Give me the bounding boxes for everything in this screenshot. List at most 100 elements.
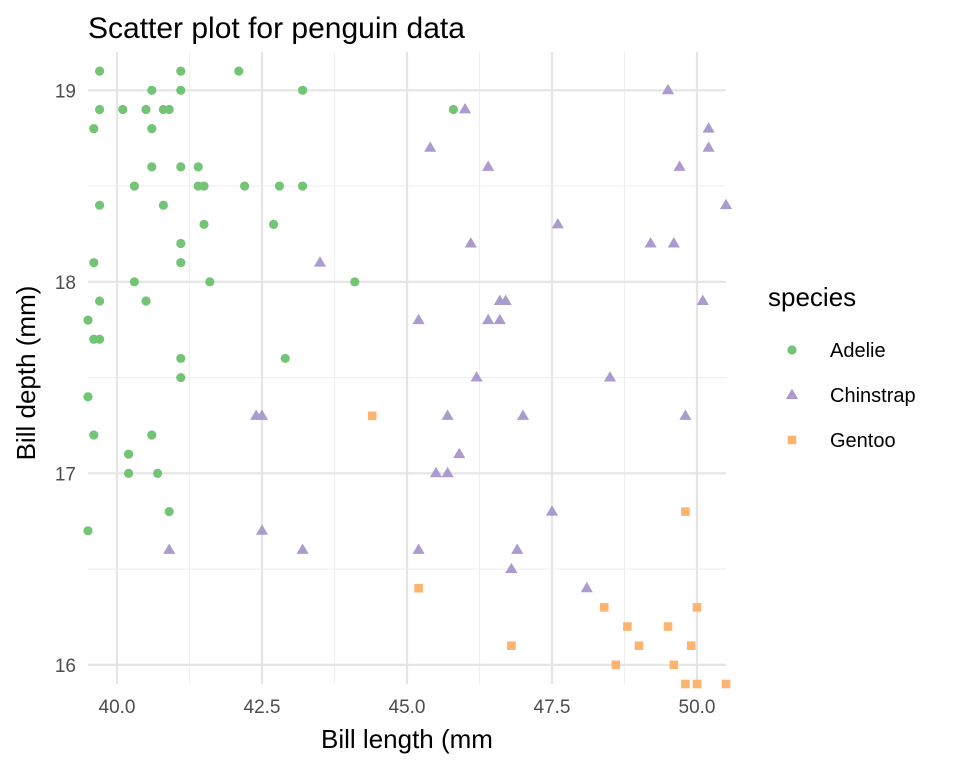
point-adelie	[95, 296, 105, 306]
point-chinstrap	[429, 466, 443, 478]
point-chinstrap	[453, 447, 466, 459]
point-adelie	[240, 181, 250, 191]
point-gentoo	[686, 641, 696, 650]
point-adelie	[89, 430, 99, 440]
legend-item-adelie: Adelie	[787, 340, 886, 362]
series-adelie	[83, 66, 458, 536]
point-adelie	[205, 277, 215, 287]
point-chinstrap	[661, 83, 675, 95]
point-adelie	[95, 334, 105, 344]
point-chinstrap	[679, 409, 692, 420]
x-tick-label: 50.0	[679, 697, 716, 718]
point-adelie	[158, 200, 168, 210]
point-gentoo	[634, 641, 644, 650]
point-adelie	[280, 353, 290, 364]
point-chinstrap	[470, 371, 483, 382]
x-tick-label: 45.0	[389, 697, 426, 718]
legend-item-gentoo: Gentoo	[787, 430, 896, 452]
y-tick-label: 19	[55, 81, 76, 102]
point-adelie	[147, 430, 157, 440]
point-adelie	[350, 277, 360, 287]
point-adelie	[199, 219, 209, 229]
point-gentoo	[692, 679, 702, 689]
point-chinstrap	[499, 294, 512, 305]
point-chinstrap	[667, 237, 680, 248]
point-chinstrap	[482, 160, 495, 171]
y-tick-label: 18	[55, 273, 76, 294]
point-chinstrap	[702, 141, 715, 152]
point-chinstrap	[163, 543, 176, 554]
point-adelie	[193, 162, 203, 172]
point-adelie	[141, 296, 151, 306]
point-adelie	[83, 526, 93, 536]
point-adelie	[147, 162, 157, 172]
point-chinstrap	[673, 160, 686, 171]
point-adelie	[176, 162, 186, 172]
point-chinstrap	[441, 466, 454, 478]
point-chinstrap	[719, 198, 733, 210]
legend-label: Gentoo	[830, 430, 896, 452]
point-adelie	[89, 258, 99, 268]
point-adelie	[129, 277, 139, 287]
x-tick-label: 40.0	[99, 697, 136, 718]
point-chinstrap	[313, 256, 327, 267]
point-adelie	[298, 181, 308, 191]
point-adelie	[124, 449, 134, 459]
point-adelie	[153, 468, 163, 478]
legend-item-chinstrap: Chinstrap	[785, 385, 916, 407]
legend-title: species	[768, 282, 856, 312]
point-chinstrap	[545, 505, 559, 516]
point-chinstrap	[296, 543, 309, 554]
point-chinstrap	[516, 409, 530, 420]
y-axis-ticks: 16 17 18 19	[55, 81, 76, 677]
point-chinstrap	[603, 371, 617, 382]
point-adelie	[176, 353, 186, 364]
point-adelie	[164, 104, 174, 115]
point-chinstrap	[441, 409, 454, 420]
point-adelie	[176, 372, 186, 383]
legend-key-chinstrap	[785, 388, 799, 399]
point-adelie	[448, 104, 458, 115]
point-gentoo	[681, 679, 690, 689]
y-tick-label: 16	[55, 656, 76, 677]
point-chinstrap	[580, 581, 593, 593]
point-adelie	[89, 124, 99, 134]
point-gentoo	[663, 622, 673, 631]
point-gentoo	[611, 660, 621, 670]
point-gentoo	[692, 603, 702, 612]
point-gentoo	[681, 507, 690, 516]
point-chinstrap	[493, 313, 506, 325]
point-adelie	[95, 104, 105, 115]
point-adelie	[164, 507, 174, 517]
point-chinstrap	[424, 141, 437, 152]
point-chinstrap	[255, 524, 269, 535]
point-chinstrap	[551, 217, 564, 229]
point-adelie	[298, 85, 308, 95]
point-chinstrap	[255, 409, 269, 420]
point-adelie	[147, 124, 157, 134]
point-chinstrap	[644, 237, 657, 248]
legend-label: Adelie	[830, 340, 886, 362]
point-gentoo	[414, 583, 423, 593]
legend-label: Chinstrap	[830, 385, 916, 407]
series-gentoo	[367, 411, 731, 689]
point-adelie	[274, 181, 284, 191]
point-chinstrap	[464, 237, 477, 248]
point-gentoo	[367, 411, 377, 421]
x-axis-ticks: 40.0 42.5 45.0 47.5 50.0	[99, 697, 716, 718]
point-adelie	[95, 200, 105, 210]
chart-title: Scatter plot for penguin data	[88, 12, 465, 45]
point-adelie	[176, 66, 186, 76]
point-chinstrap	[511, 543, 524, 554]
point-adelie	[147, 85, 157, 95]
point-chinstrap	[696, 294, 709, 305]
point-adelie	[176, 85, 186, 95]
y-axis-title: Bill depth (mm)	[11, 286, 41, 461]
point-adelie	[199, 181, 209, 191]
x-tick-label: 47.5	[534, 697, 571, 718]
point-adelie	[83, 392, 93, 402]
point-chinstrap	[412, 543, 425, 554]
point-adelie	[83, 315, 93, 325]
point-chinstrap	[412, 313, 425, 325]
